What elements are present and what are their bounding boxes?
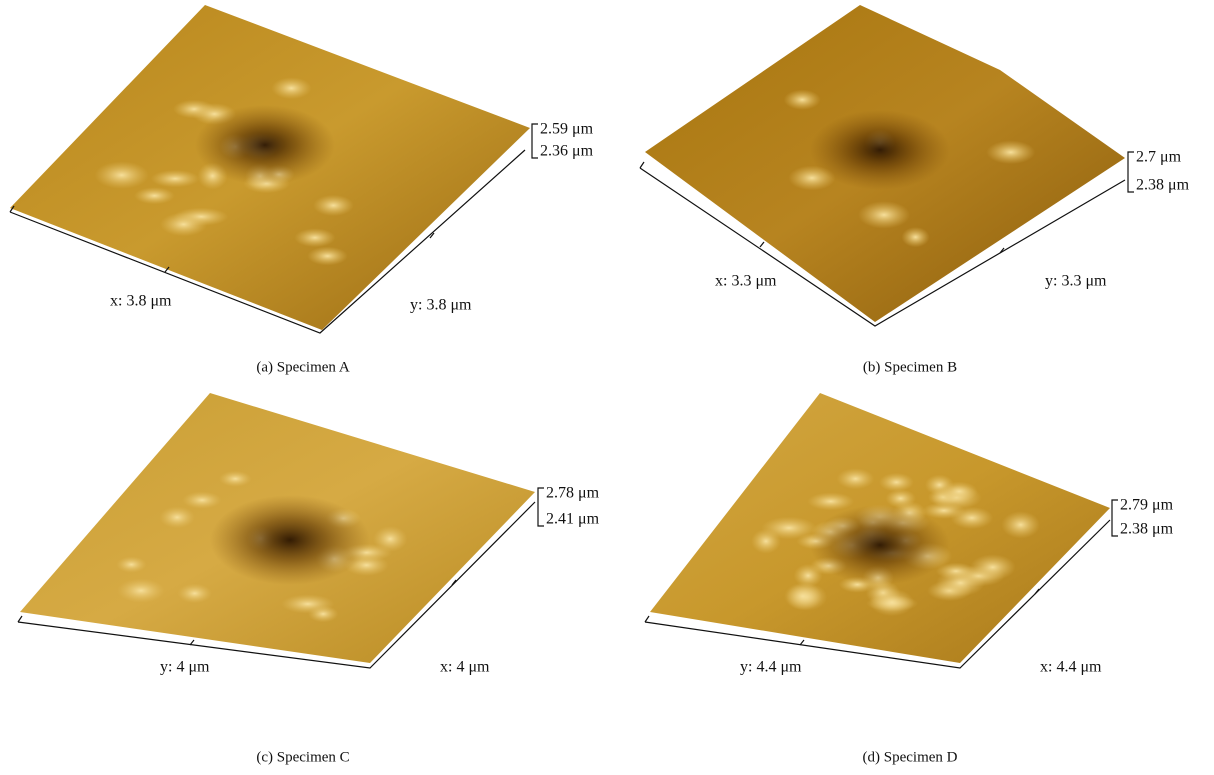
axis-label: y: 3.8 μm: [410, 297, 472, 314]
surface-feature: [308, 606, 338, 623]
surface-feature: [160, 212, 207, 236]
z-top-label: 2.7 μm: [1136, 149, 1182, 166]
surface-feature: [885, 489, 915, 508]
axis-label: x: 3.3 μm: [715, 273, 777, 290]
surface-feature: [307, 247, 347, 266]
indent-pit: [810, 505, 950, 585]
panel: 2.78 μm 2.41 μm y: 4 μm x: 4 μm (c) Specimen…: [18, 393, 600, 765]
panel-caption: (b) Specimen B: [863, 359, 957, 375]
surface-feature: [858, 201, 910, 229]
surface-feature: [95, 161, 149, 189]
axis-end-tick: [18, 616, 22, 622]
z-bracket: [1112, 500, 1118, 536]
axis-label: x: 3.8 μm: [110, 293, 172, 310]
surface-feature: [117, 578, 165, 602]
indent-pit: [210, 495, 370, 585]
axis-end-tick: [645, 616, 649, 622]
surface-feature: [751, 529, 781, 554]
panel: 2.59 μm 2.36 μm x: 3.8 μm y: 3.8 μm (a) Spec…: [10, 5, 594, 375]
z-top-label: 2.78 μm: [546, 485, 600, 502]
z-top-label: 2.79 μm: [1120, 497, 1174, 514]
surface-feature: [784, 582, 822, 610]
surface-feature: [1001, 511, 1040, 538]
surface-feature: [116, 556, 146, 572]
surface-feature: [313, 195, 354, 216]
surface-feature: [837, 468, 875, 489]
axis-label: y: 3.3 μm: [1045, 273, 1107, 290]
figure: 2.59 μm 2.36 μm x: 3.8 μm y: 3.8 μm (a) Spec…: [0, 0, 1214, 775]
panel: 2.7 μm 2.38 μm x: 3.3 μm y: 3.3 μm (b) Speci…: [640, 5, 1190, 375]
surface-feature: [219, 471, 252, 487]
indent-pit: [810, 110, 950, 190]
surface-feature: [151, 170, 200, 188]
z-bottom-label: 2.38 μm: [1136, 177, 1190, 194]
z-bottom-label: 2.41 μm: [546, 511, 600, 528]
panel: 2.79 μm 2.38 μm y: 4.4 μm x: 4.4 μm (d) Spec…: [645, 393, 1174, 765]
panel-caption: (c) Specimen C: [256, 749, 349, 765]
axis-label: x: 4.4 μm: [1040, 659, 1102, 676]
surface-feature: [177, 584, 211, 604]
indent-pit: [195, 105, 335, 185]
surface-feature: [879, 473, 914, 492]
surface-feature: [986, 140, 1035, 164]
panel-caption: (d) Specimen D: [863, 749, 958, 765]
z-bottom-label: 2.36 μm: [540, 143, 594, 160]
axis-tick: [1035, 589, 1039, 594]
axis-end-tick: [640, 162, 644, 168]
surface-feature: [159, 506, 195, 528]
surface-feature: [901, 227, 929, 247]
surface-feature: [784, 90, 821, 110]
panel-caption: (a) Specimen A: [256, 359, 349, 375]
surface-feature: [294, 228, 335, 247]
surface-feature: [134, 187, 175, 204]
surface-feature: [807, 492, 854, 510]
z-bracket: [538, 488, 544, 526]
axis-tick: [800, 640, 804, 645]
surface-feature: [936, 563, 976, 580]
z-bracket: [1128, 152, 1134, 192]
surface-feature: [182, 491, 221, 508]
axis-label: y: 4 μm: [160, 659, 210, 676]
surface-feature: [870, 589, 914, 617]
surface-feature: [271, 77, 311, 99]
z-bracket: [532, 124, 538, 158]
axis-label: x: 4 μm: [440, 659, 490, 676]
z-top-label: 2.59 μm: [540, 121, 594, 138]
axis-label: y: 4.4 μm: [740, 659, 802, 676]
axis-tick: [760, 242, 764, 247]
surface-feature: [940, 481, 977, 501]
z-bottom-label: 2.38 μm: [1120, 521, 1174, 538]
